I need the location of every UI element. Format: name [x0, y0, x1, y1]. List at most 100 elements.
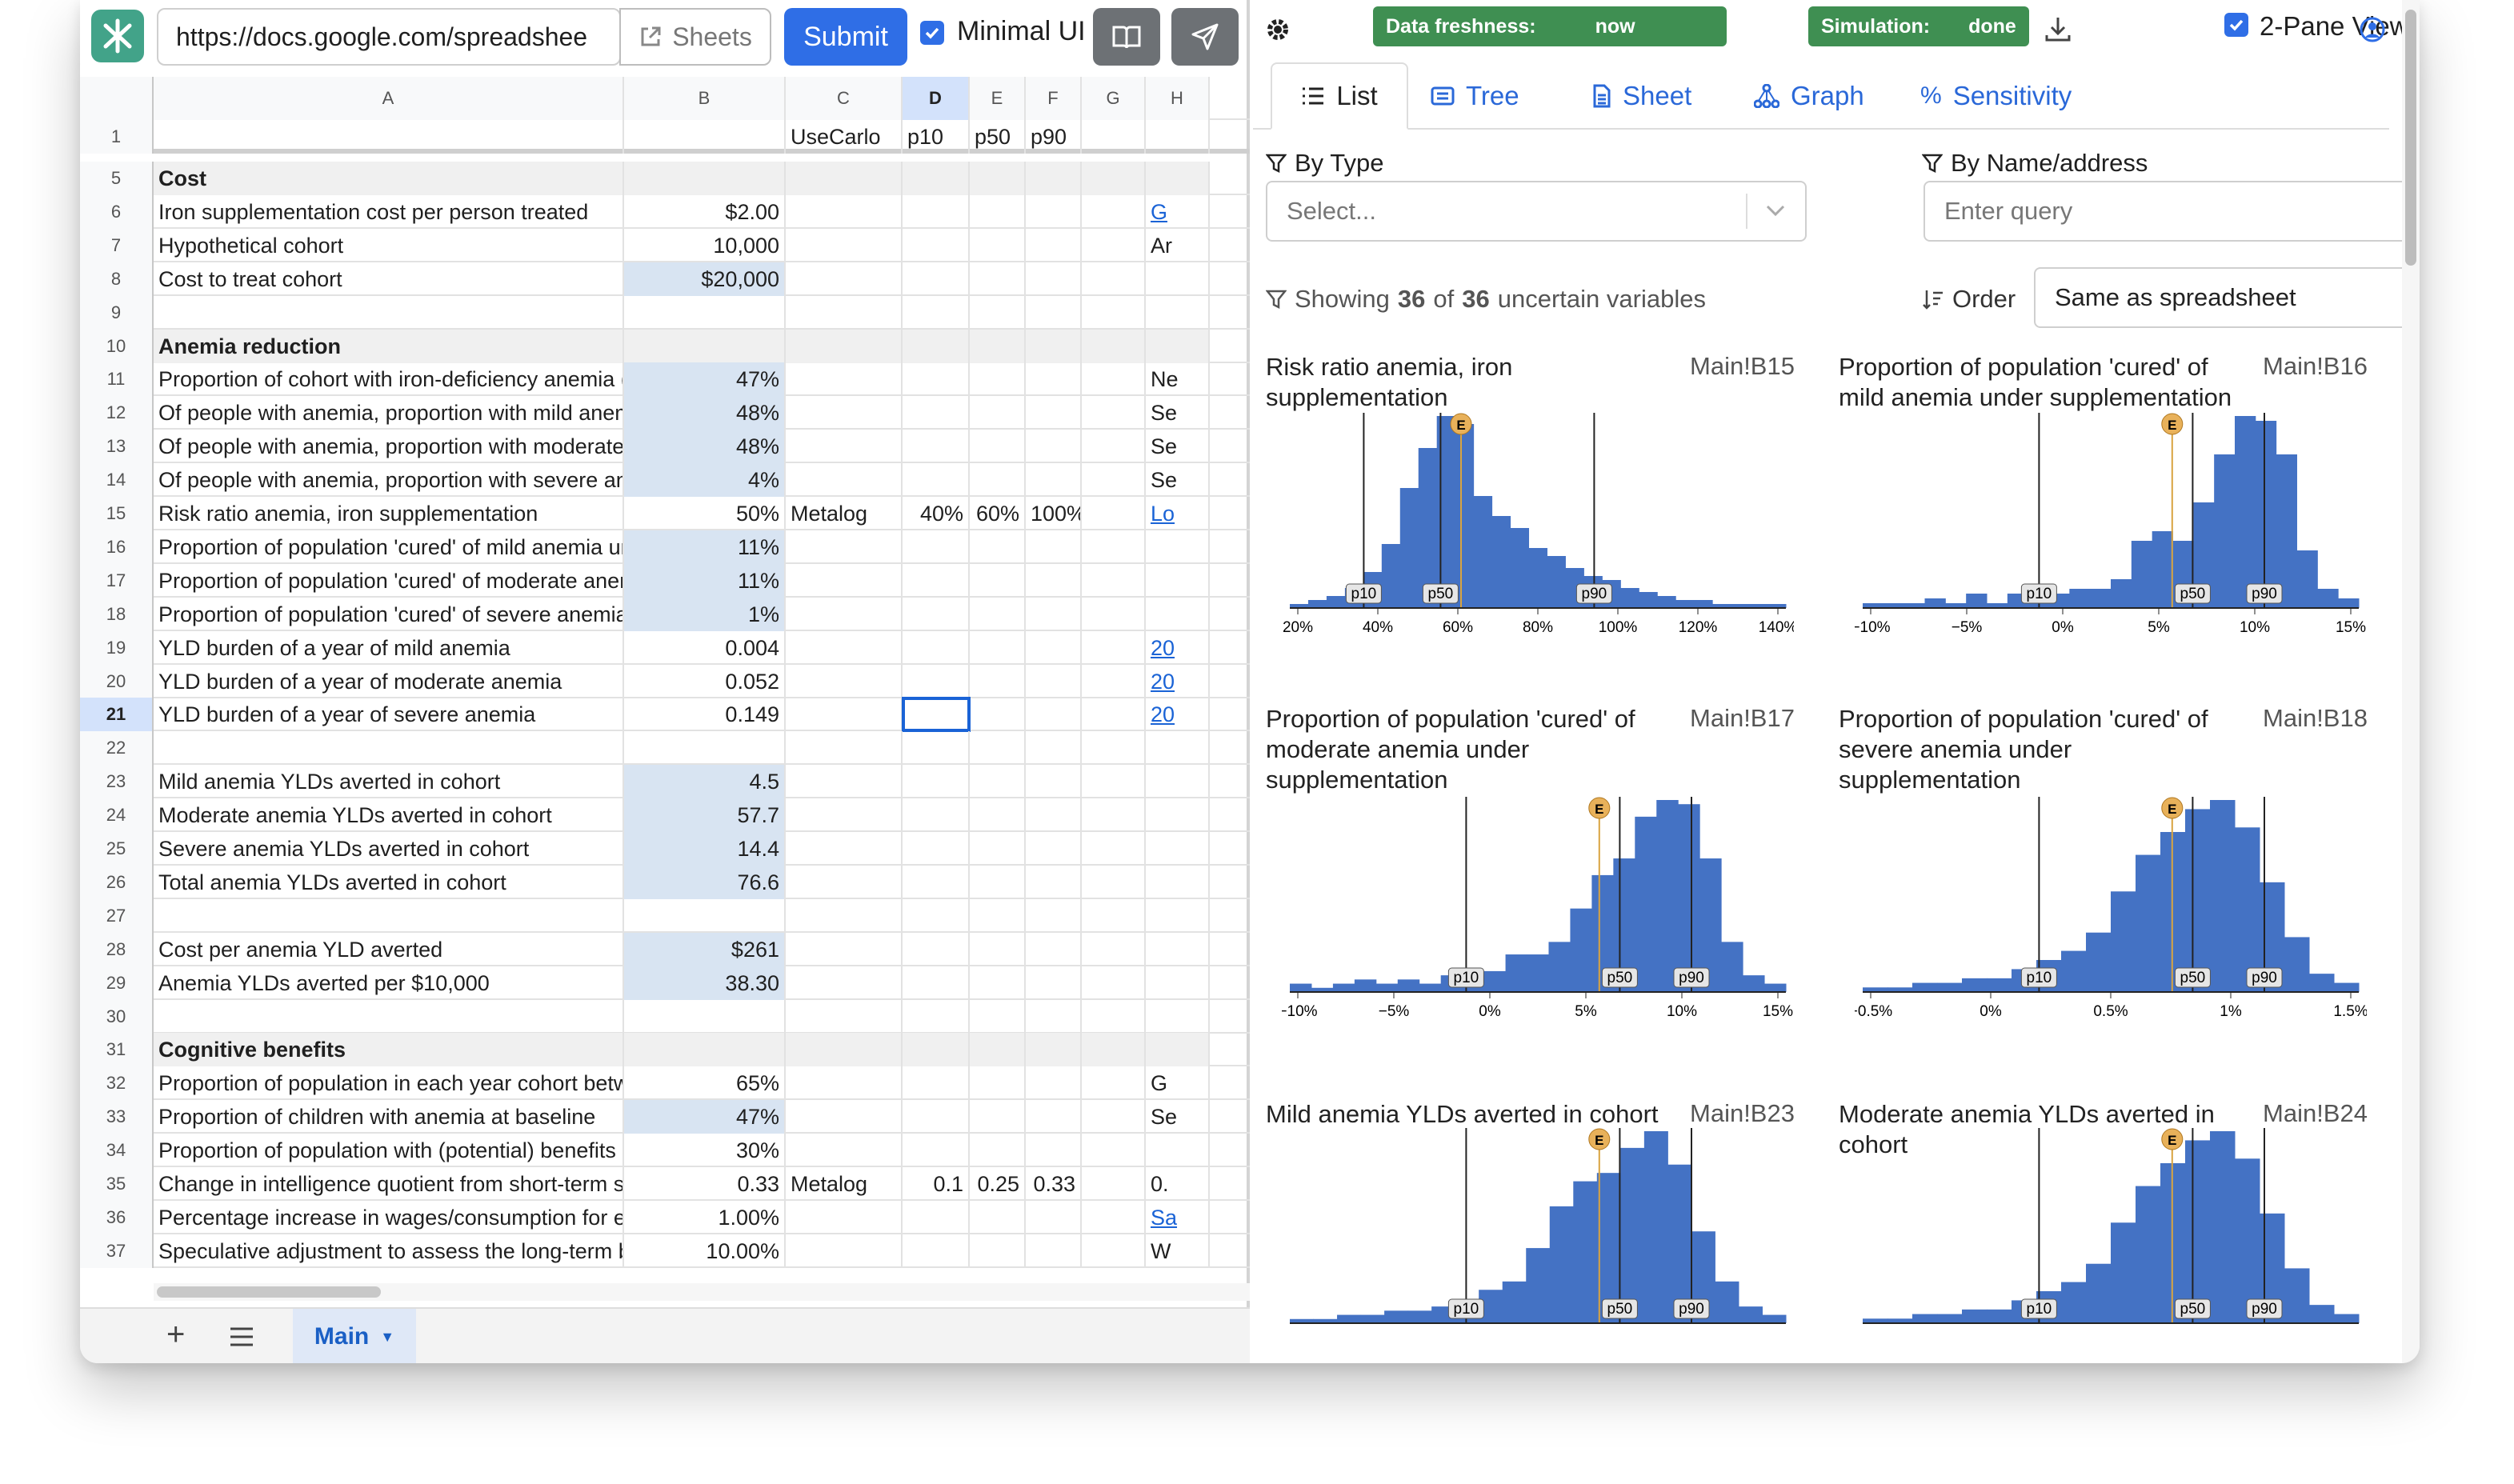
cell-d5[interactable]: [903, 162, 970, 195]
cell-e28[interactable]: [970, 932, 1026, 966]
cell-e23[interactable]: [970, 765, 1026, 799]
cell-e14[interactable]: [970, 463, 1026, 498]
cell-d18[interactable]: [903, 597, 970, 631]
cell-h9[interactable]: [1146, 295, 1210, 330]
cell-a23[interactable]: Mild anemia YLDs averted in cohort: [154, 765, 624, 799]
cell-f10[interactable]: [1026, 329, 1082, 363]
cell-d23[interactable]: [903, 765, 970, 799]
cell-g22[interactable]: [1082, 731, 1146, 766]
cell-c28[interactable]: [786, 932, 903, 966]
corner-cell[interactable]: [80, 77, 154, 120]
histogram-chart[interactable]: p10 p50 p90 E −0.5% 0% 0.5% 1% 1.5%: [1855, 792, 2367, 1032]
cell-h25[interactable]: [1146, 832, 1210, 866]
cell-e9[interactable]: [970, 295, 1026, 330]
cell-a27[interactable]: [154, 898, 624, 933]
open-sheets-button[interactable]: Sheets: [619, 8, 771, 66]
row-number[interactable]: 5: [80, 162, 154, 195]
row-number[interactable]: 14: [80, 463, 154, 498]
cell-h33[interactable]: Se: [1146, 1100, 1210, 1134]
cell-c32[interactable]: [786, 1066, 903, 1101]
column-header-c[interactable]: C: [786, 77, 903, 120]
row-number[interactable]: 15: [80, 497, 154, 530]
cell-f15[interactable]: 100%: [1026, 497, 1082, 530]
cell-f16[interactable]: [1026, 530, 1082, 564]
cell-e17[interactable]: [970, 563, 1026, 598]
cell-f1[interactable]: p90: [1026, 120, 1082, 154]
expected-marker-icon[interactable]: [1588, 1128, 1611, 1150]
cell-h24[interactable]: [1146, 798, 1210, 833]
cell-d17[interactable]: [903, 563, 970, 598]
cell-a16[interactable]: Proportion of population 'cured' of mild…: [154, 530, 624, 564]
scrollbar-thumb[interactable]: [157, 1286, 381, 1298]
cell-g37[interactable]: [1082, 1234, 1146, 1268]
cell-c23[interactable]: [786, 765, 903, 799]
cell-h8[interactable]: [1146, 262, 1210, 296]
cell-b25[interactable]: 14.4: [624, 832, 786, 866]
submit-button[interactable]: Submit: [784, 8, 907, 66]
cell-h5[interactable]: [1146, 162, 1210, 195]
histogram-chart[interactable]: p10 p50 p90 E: [1855, 1123, 2367, 1363]
cell-e25[interactable]: [970, 832, 1026, 866]
tab-tree[interactable]: Tree: [1431, 62, 1519, 130]
column-header-d[interactable]: D: [903, 77, 970, 120]
cell-g7[interactable]: [1082, 228, 1146, 262]
cell-g34[interactable]: [1082, 1134, 1146, 1168]
cell-b31[interactable]: [624, 1033, 786, 1067]
row-number[interactable]: 29: [80, 966, 154, 1000]
cell-g23[interactable]: [1082, 765, 1146, 799]
cell-h17[interactable]: [1146, 563, 1210, 598]
cell-e16[interactable]: [970, 530, 1026, 564]
row-number[interactable]: 16: [80, 530, 154, 564]
cell-f28[interactable]: [1026, 932, 1082, 966]
cell-a1[interactable]: [154, 120, 624, 154]
cell-d30[interactable]: [903, 999, 970, 1034]
row-number[interactable]: 6: [80, 194, 154, 229]
url-input[interactable]: https://docs.google.com/spreadshee: [157, 8, 621, 66]
cell-f20[interactable]: [1026, 664, 1082, 698]
cell-g31[interactable]: [1082, 1033, 1146, 1067]
cell-f12[interactable]: [1026, 396, 1082, 430]
cell-c34[interactable]: [786, 1134, 903, 1168]
cell-c19[interactable]: [786, 630, 903, 665]
cell-d24[interactable]: [903, 798, 970, 833]
cell-f29[interactable]: [1026, 966, 1082, 1000]
cell-e27[interactable]: [970, 898, 1026, 933]
cell-d15[interactable]: 40%: [903, 497, 970, 530]
horizontal-scrollbar[interactable]: [154, 1283, 1250, 1301]
cell-a31[interactable]: Cognitive benefits: [154, 1033, 624, 1067]
cell-a8[interactable]: Cost to treat cohort: [154, 262, 624, 296]
cell-h14[interactable]: Se: [1146, 463, 1210, 498]
cell-d16[interactable]: [903, 530, 970, 564]
cell-a10[interactable]: Anemia reduction: [154, 329, 624, 363]
cell-h27[interactable]: [1146, 898, 1210, 933]
cell-b36[interactable]: 1.00%: [624, 1200, 786, 1234]
cell-e18[interactable]: [970, 597, 1026, 631]
cell-a33[interactable]: Proportion of children with anemia at ba…: [154, 1100, 624, 1134]
cell-e21[interactable]: [970, 698, 1026, 732]
cell-a30[interactable]: [154, 999, 624, 1034]
scrollbar-thumb[interactable]: [2405, 10, 2416, 266]
cell-b18[interactable]: 1%: [624, 597, 786, 631]
cell-f33[interactable]: [1026, 1100, 1082, 1134]
cell-e5[interactable]: [970, 162, 1026, 195]
cell-d32[interactable]: [903, 1066, 970, 1101]
cell-h30[interactable]: [1146, 999, 1210, 1034]
cell-b27[interactable]: [624, 898, 786, 933]
cell-a21[interactable]: YLD burden of a year of severe anemia: [154, 698, 624, 732]
row-number[interactable]: 1: [80, 120, 154, 154]
cell-a20[interactable]: YLD burden of a year of moderate anemia: [154, 664, 624, 698]
cell-b15[interactable]: 50%: [624, 497, 786, 530]
expected-marker-icon[interactable]: [1450, 413, 1472, 435]
cell-g26[interactable]: [1082, 865, 1146, 899]
cell-e29[interactable]: [970, 966, 1026, 1000]
cell-a17[interactable]: Proportion of population 'cured' of mode…: [154, 563, 624, 598]
cell-c20[interactable]: [786, 664, 903, 698]
cell-e7[interactable]: [970, 228, 1026, 262]
column-header-e[interactable]: E: [970, 77, 1026, 120]
cell-d7[interactable]: [903, 228, 970, 262]
cell-d12[interactable]: [903, 396, 970, 430]
row-number[interactable]: 11: [80, 362, 154, 397]
cell-b20[interactable]: 0.052: [624, 664, 786, 698]
cell-h36[interactable]: Sa: [1146, 1200, 1210, 1234]
cell-g9[interactable]: [1082, 295, 1146, 330]
